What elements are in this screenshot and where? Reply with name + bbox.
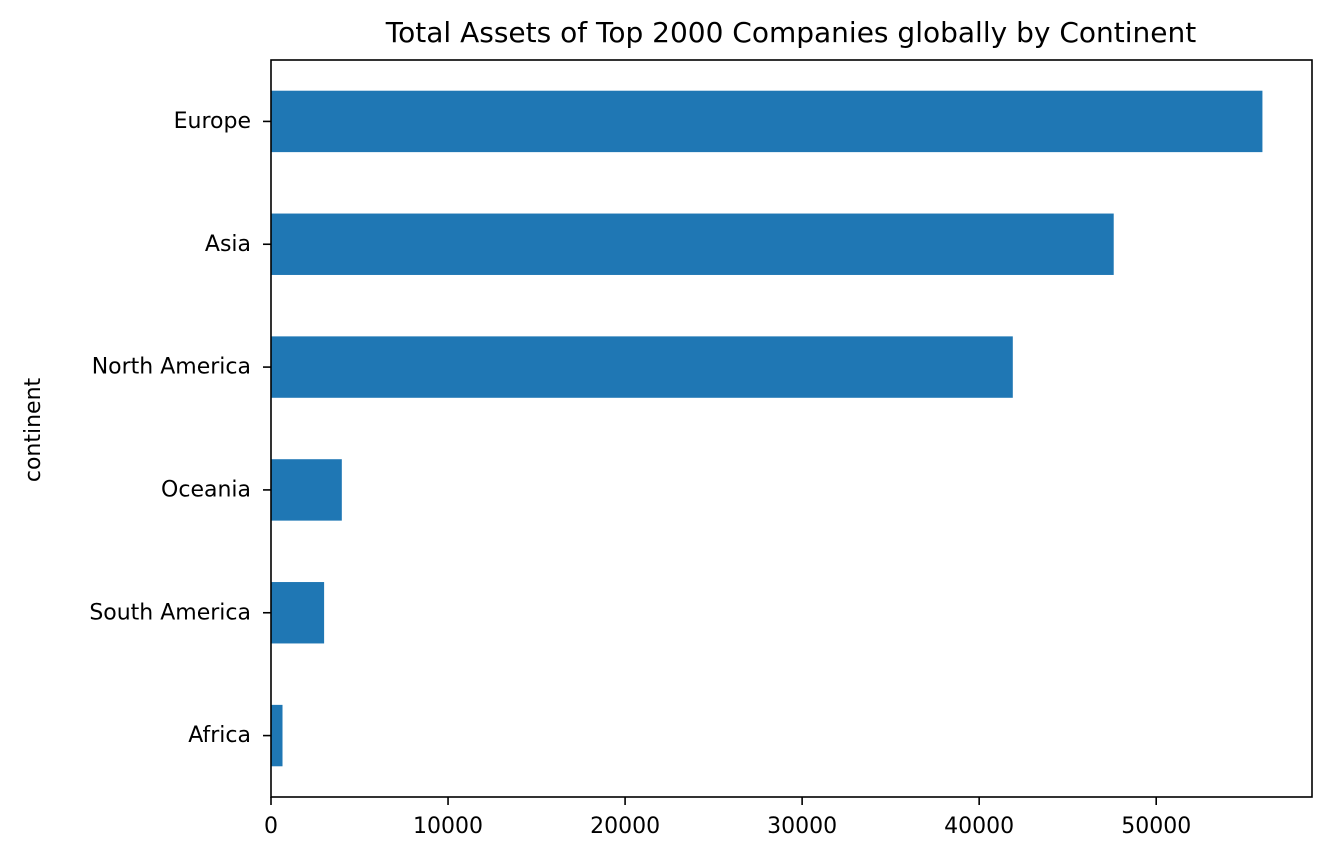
y-tick-label-south-america: South America <box>89 600 251 625</box>
y-tick-label-europe: Europe <box>174 109 251 134</box>
x-tick-label: 50000 <box>1121 814 1191 839</box>
y-tick-label-oceania: Oceania <box>161 477 251 502</box>
x-tick-label: 20000 <box>590 814 660 839</box>
bar-north-america <box>271 336 1013 398</box>
bar-asia <box>271 213 1114 275</box>
x-tick-label: 10000 <box>413 814 483 839</box>
x-ticks-group: 0 10000 20000 30000 40000 50000 <box>264 797 1191 839</box>
y-tick-label-north-america: North America <box>92 355 251 380</box>
x-tick-label: 40000 <box>944 814 1014 839</box>
bar-africa <box>271 704 283 767</box>
bar-europe <box>271 90 1263 153</box>
y-tick-label-asia: Asia <box>205 232 251 257</box>
bar-south-america <box>271 582 325 644</box>
plot-frame <box>270 59 1313 798</box>
bar-oceania <box>271 459 342 521</box>
x-tick-label: 0 <box>264 814 278 839</box>
x-tick-label: 30000 <box>767 814 837 839</box>
bars-group <box>271 90 1263 767</box>
y-ticks-group: Africa South America Oceania North America A… <box>89 109 271 748</box>
chart-title: Total Assets of Top 2000 Companies globa… <box>385 16 1196 49</box>
y-axis-label: continent <box>21 377 46 482</box>
y-tick-label-africa: Africa <box>188 723 251 748</box>
